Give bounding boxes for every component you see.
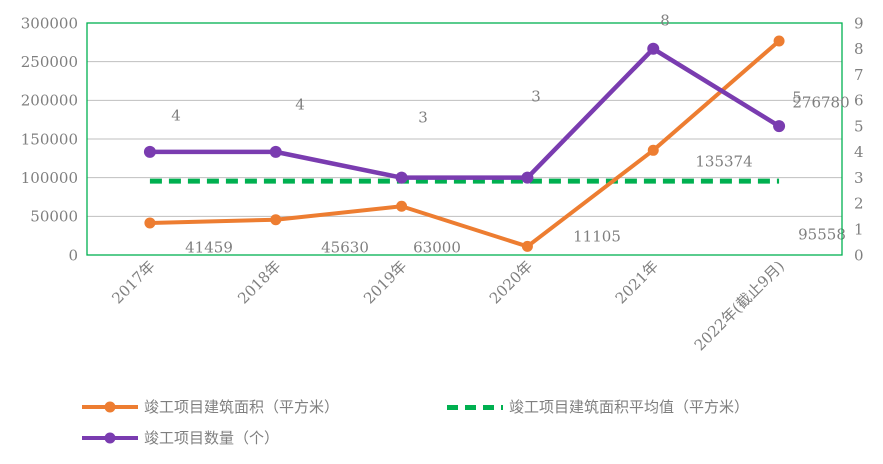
x-axis-tick-label: 2019年 <box>360 257 410 307</box>
data-point-area <box>647 144 659 156</box>
legend-item-completed-area: 竣工项目建筑面积（平方米） <box>82 398 339 416</box>
data-point-area <box>521 240 533 252</box>
y-axis-left-tick-label: 50000 <box>30 208 78 226</box>
y-axis-right-tick-label: 5 <box>854 117 864 135</box>
y-axis-right-tick-label: 7 <box>854 66 864 84</box>
y-axis-right-tick-label: 8 <box>854 40 864 58</box>
x-axis-tick-label: 2020年 <box>486 257 536 307</box>
legend-line-swatch-orange <box>82 401 138 413</box>
data-label-count: 4 <box>295 95 305 113</box>
data-point-count <box>773 120 786 133</box>
legend-label-completed-area: 竣工项目建筑面积（平方米） <box>144 398 340 416</box>
legend-line-swatch-purple <box>82 432 138 444</box>
data-label-count: 4 <box>171 106 181 124</box>
x-axis-tick-label: 2018年 <box>234 257 284 307</box>
data-label-area: 276780 <box>792 93 849 111</box>
data-label-area: 135374 <box>695 152 752 170</box>
y-axis-right-tick-label: 3 <box>854 169 864 187</box>
series-line-count <box>147 46 782 180</box>
legend-marker-dot-purple <box>104 432 116 444</box>
legend-marker-dot-orange <box>104 401 116 413</box>
data-point-count <box>143 145 156 158</box>
data-point-count <box>647 42 660 55</box>
data-label-area: 41459 <box>185 238 233 256</box>
data-label-count: 3 <box>418 108 428 126</box>
y-axis-right-tick-label: 1 <box>854 220 864 238</box>
y-axis-right-tick-label: 9 <box>854 14 864 32</box>
y-axis-left-tick-label: 300000 <box>21 14 78 32</box>
legend-label-average-area: 竣工项目建筑面积平均值（平方米） <box>509 398 750 416</box>
data-label-area: 45630 <box>321 238 369 256</box>
x-axis-tick-label: 2017年 <box>108 257 158 307</box>
data-point-count <box>521 171 534 184</box>
plot-border <box>86 22 843 256</box>
y-axis-right-tick-label: 0 <box>854 246 864 264</box>
y-axis-right-tick-label: 4 <box>854 143 864 161</box>
series-line-area <box>147 38 782 249</box>
average-value-label: 95558 <box>798 225 846 243</box>
data-point-area <box>270 214 282 226</box>
data-label-area: 63000 <box>413 238 461 256</box>
y-axis-left-tick-label: 150000 <box>21 130 78 148</box>
legend-label-project-count: 竣工项目数量（个） <box>144 429 280 447</box>
legend-item-project-count: 竣工项目数量（个） <box>82 429 279 447</box>
data-point-count <box>269 145 282 158</box>
y-axis-right-tick-label: 6 <box>854 92 864 110</box>
y-axis-right-tick-label: 2 <box>854 195 864 213</box>
y-axis-left-tick-label: 0 <box>68 246 78 264</box>
data-label-count: 3 <box>531 87 541 105</box>
legend-dash-swatch-green <box>447 404 503 410</box>
y-axis-left-tick-label: 200000 <box>21 92 78 110</box>
data-label-count: 5 <box>792 88 802 106</box>
data-point-area <box>144 217 156 229</box>
data-label-area: 11105 <box>573 227 621 245</box>
x-axis-tick-label: 2022年(截止9月) <box>691 257 788 354</box>
legend-item-average-area: 竣工项目建筑面积平均值（平方米） <box>447 398 749 416</box>
y-axis-left-tick-label: 250000 <box>21 53 78 71</box>
y-axis-left-tick-label: 100000 <box>21 169 78 187</box>
data-point-area <box>773 35 785 47</box>
data-label-count: 8 <box>660 11 670 29</box>
x-axis-tick-label: 2021年 <box>612 257 662 307</box>
data-point-area <box>396 200 408 212</box>
data-point-count <box>395 171 408 184</box>
